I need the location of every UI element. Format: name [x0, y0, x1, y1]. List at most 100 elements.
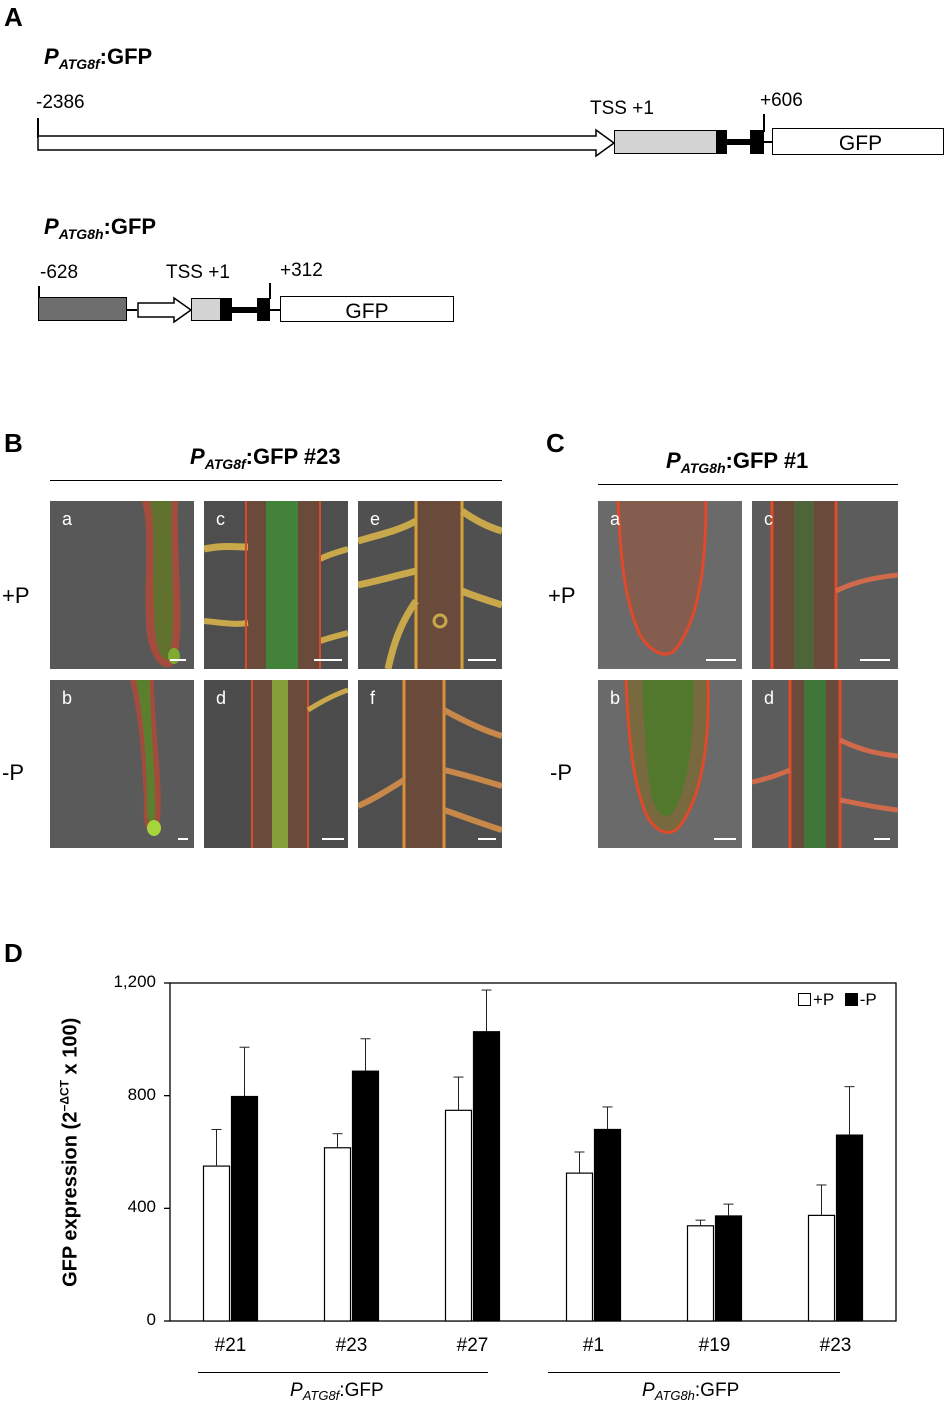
panel-b-image-c: c	[204, 501, 348, 669]
bar-minus-p-4	[714, 1215, 743, 1322]
panel-c-image-c-scale-bar	[860, 659, 890, 661]
panel-b-row-plus: +P	[2, 583, 30, 608]
construct1-start-label: -2386	[36, 92, 85, 113]
x-category-label: #19	[698, 1335, 731, 1356]
x-category-label: #23	[819, 1335, 852, 1356]
panel-b-image-c-label: c	[216, 509, 225, 529]
construct2-gfp-box: GFP	[280, 296, 454, 323]
legend-plus-p-swatch	[798, 993, 811, 1006]
panel-b-image-f-scale-bar	[478, 838, 496, 840]
panel-b-title: PATG8f:GFP #23	[190, 444, 341, 472]
panel-b-image-a-label: a	[62, 509, 73, 529]
y-tick-label: 800	[127, 1084, 156, 1104]
bar-minus-p-3	[593, 1128, 622, 1322]
bar-minus-p-1	[351, 1070, 380, 1322]
construct2-tss-label: TSS +1	[166, 262, 230, 283]
panel-b-image-e-scale-bar	[468, 659, 496, 661]
panel-c-image-d-scale-bar	[874, 838, 890, 840]
construct2-start-label: -628	[40, 262, 79, 283]
construct2-exon2	[257, 298, 270, 321]
panel-c-image-b: b	[598, 680, 742, 848]
panel-c-image-d-label: d	[764, 688, 775, 708]
bar-minus-p-0	[230, 1095, 259, 1322]
group1-rule	[198, 1372, 488, 1374]
panel-c-title: PATG8h:GFP #1	[666, 448, 809, 476]
construct1-end-tick	[763, 114, 765, 132]
bar-plus-p-2	[444, 1109, 473, 1322]
construct2-intron	[232, 307, 257, 313]
construct1-title: PATG8f:GFP	[44, 44, 153, 72]
panel-c-image-a-scale-bar	[706, 659, 736, 661]
bar-plus-p-4	[686, 1225, 715, 1322]
y-tick-label: 0	[146, 1310, 156, 1329]
construct1-end-label: +606	[760, 90, 803, 111]
panel-b-image-f: f	[358, 680, 502, 848]
panel-b-image-f-label: f	[370, 688, 376, 708]
construct2-linker2	[270, 309, 281, 311]
construct1-intron	[727, 139, 750, 145]
panel-b-letter: B	[4, 428, 23, 458]
panel-c-row-minus: -P	[550, 760, 572, 785]
construct1-exon1	[716, 130, 727, 154]
construct1-start-tick	[37, 118, 39, 138]
bar-minus-p-2	[472, 1031, 501, 1322]
y-tick-label: 400	[127, 1197, 156, 1217]
group2-rule	[548, 1372, 840, 1374]
panel-b-image-b-scale-bar	[178, 838, 188, 840]
x-category-label: #23	[335, 1335, 368, 1356]
group1-label: PATG8f:GFP	[290, 1380, 384, 1403]
panel-c-image-b-scale-bar	[714, 838, 736, 840]
x-category-label: #1	[582, 1335, 605, 1356]
bar-minus-p-5	[835, 1134, 864, 1322]
construct2-end-label: +312	[280, 260, 323, 281]
construct1-gfp-box: GFP	[772, 128, 944, 155]
panel-b-image-d-label: d	[216, 688, 227, 708]
panel-b-title-rule	[50, 480, 502, 482]
construct1-utr-box	[614, 130, 718, 154]
chart-legend: +P -P	[798, 990, 877, 1010]
construct2-upstream-box	[38, 297, 127, 321]
panel-b-image-e-label: e	[370, 509, 381, 529]
construct1-exon2	[750, 130, 764, 154]
panel-c-title-rule	[598, 484, 898, 486]
construct2-linker1	[127, 309, 137, 311]
panel-b-image-e: e	[358, 501, 502, 669]
panel-c-letter: C	[546, 428, 565, 458]
panel-b-image-b-label: b	[62, 688, 73, 708]
panel-b-image-a: a	[50, 501, 194, 669]
panel-c-image-b-label: b	[610, 688, 621, 708]
legend-minus-p-label: -P	[859, 990, 877, 1009]
panel-b-image-a-scale-bar	[170, 659, 186, 661]
bar-plus-p-1	[323, 1147, 352, 1322]
legend-plus-p-label: +P	[813, 990, 834, 1009]
panel-b-row-minus: -P	[2, 760, 24, 785]
panel-b-image-d-scale-bar	[322, 838, 344, 840]
panel-c-image-d: d	[752, 680, 898, 848]
x-category-label: #27	[456, 1335, 489, 1356]
panel-b-image-d: d	[204, 680, 348, 848]
construct2-start-tick	[38, 286, 40, 298]
bar-plus-p-3	[565, 1172, 594, 1322]
panel-d-letter: D	[4, 938, 23, 968]
chart-plot-frame	[169, 982, 897, 1322]
construct2-end-tick	[269, 283, 271, 299]
group2-label: PATG8h:GFP	[642, 1380, 740, 1403]
panel-c-image-c: c	[752, 501, 898, 669]
construct2-exon1	[220, 298, 232, 321]
panel-b-image-c-scale-bar	[314, 659, 342, 661]
construct1-linker	[764, 141, 773, 143]
x-category-label: #21	[214, 1335, 247, 1356]
bar-plus-p-0	[202, 1165, 231, 1322]
y-tick-label: 1,200	[113, 972, 156, 991]
panel-a-letter: A	[4, 2, 23, 32]
construct2-promoter-arrow	[137, 296, 193, 324]
construct1-tss-label: TSS +1	[590, 98, 654, 119]
construct2-title: PATG8h:GFP	[44, 214, 157, 242]
construct1-promoter-arrow	[37, 128, 616, 158]
panel-c-image-a-label: a	[610, 509, 621, 529]
panel-c-image-a: a	[598, 501, 742, 669]
bar-plus-p-5	[807, 1214, 836, 1322]
panel-c-row-plus: +P	[548, 583, 576, 608]
legend-minus-p-swatch	[844, 993, 858, 1006]
